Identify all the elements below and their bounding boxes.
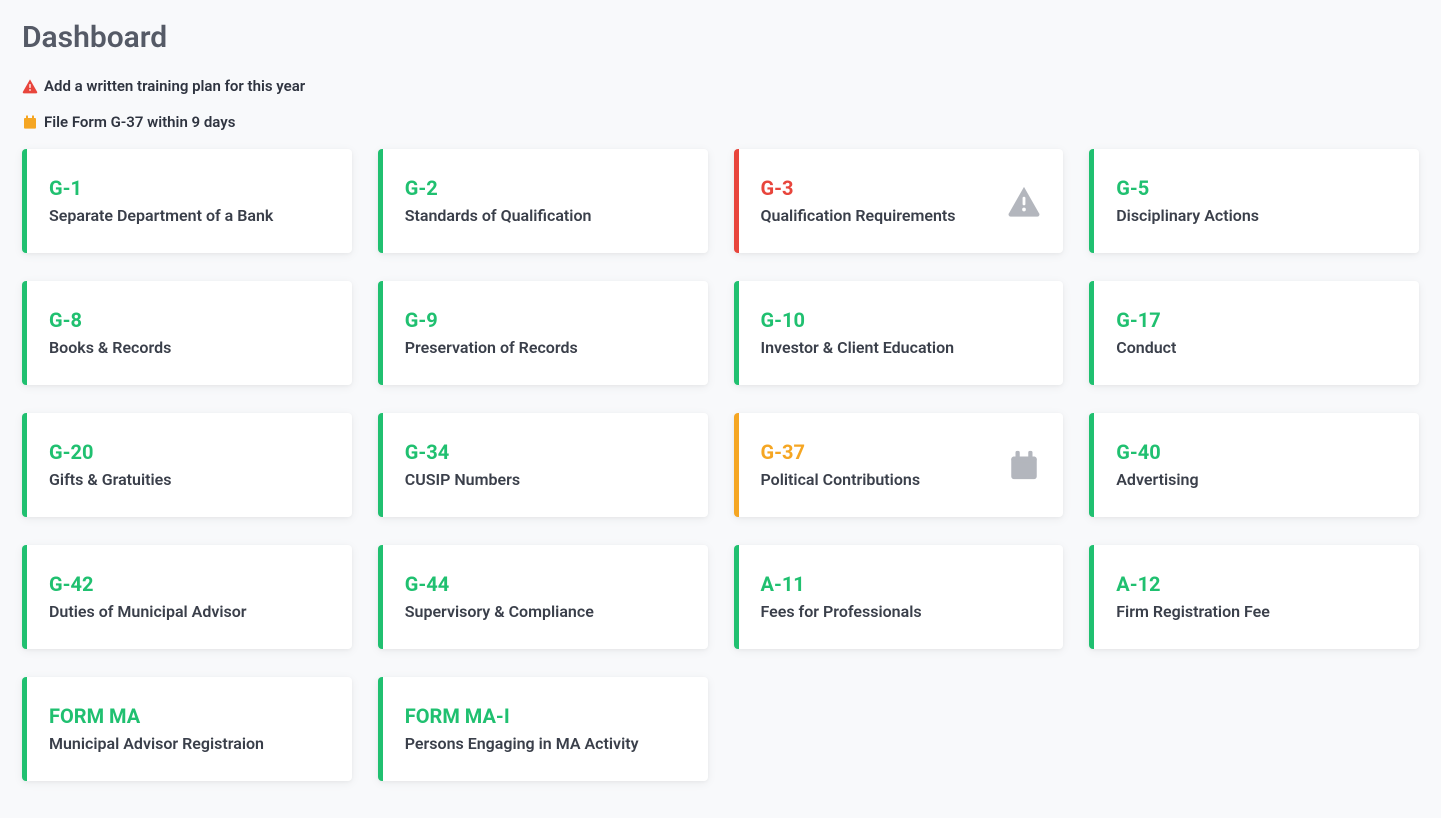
page-title: Dashboard: [22, 20, 1419, 55]
card-title: Supervisory & Compliance: [405, 602, 594, 623]
card-text: G-42 Duties of Municipal Advisor: [49, 572, 247, 623]
rule-card[interactable]: G-1 Separate Department of a Bank: [22, 149, 352, 253]
card-code: G-42: [49, 572, 247, 596]
card-text: G-40 Advertising: [1116, 440, 1198, 491]
card-code: G-37: [761, 440, 921, 464]
card-code: A-12: [1116, 572, 1270, 596]
card-grid: G-1 Separate Department of a Bank G-2 Stand…: [22, 149, 1419, 781]
rule-card[interactable]: G-5 Disciplinary Actions: [1089, 149, 1419, 253]
card-title: CUSIP Numbers: [405, 470, 520, 491]
card-text: G-3 Qualification Requirements: [761, 176, 956, 227]
rule-card[interactable]: G-20 Gifts & Gratuities: [22, 413, 352, 517]
card-text: A-12 Firm Registration Fee: [1116, 572, 1270, 623]
rule-card[interactable]: G-8 Books & Records: [22, 281, 352, 385]
rule-card[interactable]: FORM MA Municipal Advisor Registraion: [22, 677, 352, 781]
rule-card[interactable]: G-3 Qualification Requirements: [734, 149, 1064, 253]
card-text: G-37 Political Contributions: [761, 440, 921, 491]
card-text: G-17 Conduct: [1116, 308, 1176, 359]
dashboard-page: Dashboard Add a written training plan fo…: [0, 0, 1441, 801]
card-text: G-2 Standards of Qualification: [405, 176, 592, 227]
card-text: FORM MA Municipal Advisor Registraion: [49, 704, 264, 755]
card-text: G-10 Investor & Client Education: [761, 308, 955, 359]
card-title: Disciplinary Actions: [1116, 206, 1259, 227]
card-title: Gifts & Gratuities: [49, 470, 172, 491]
alert-text: File Form G-37 within 9 days: [44, 113, 235, 131]
card-code: FORM MA: [49, 704, 264, 728]
card-code: FORM MA-I: [405, 704, 639, 728]
alert-item[interactable]: Add a written training plan for this yea…: [22, 77, 1419, 95]
card-title: Duties of Municipal Advisor: [49, 602, 247, 623]
card-code: G-17: [1116, 308, 1176, 332]
card-code: G-8: [49, 308, 171, 332]
card-text: FORM MA-I Persons Engaging in MA Activity: [405, 704, 639, 755]
card-code: G-3: [761, 176, 956, 200]
rule-card[interactable]: G-17 Conduct: [1089, 281, 1419, 385]
rule-card[interactable]: G-9 Preservation of Records: [378, 281, 708, 385]
card-text: G-1 Separate Department of a Bank: [49, 176, 273, 227]
card-title: Books & Records: [49, 338, 171, 359]
card-code: G-10: [761, 308, 955, 332]
card-title: Preservation of Records: [405, 338, 578, 359]
card-text: G-20 Gifts & Gratuities: [49, 440, 172, 491]
card-text: A-11 Fees for Professionals: [761, 572, 922, 623]
card-title: Persons Engaging in MA Activity: [405, 734, 639, 755]
card-code: G-2: [405, 176, 592, 200]
card-code: G-44: [405, 572, 594, 596]
card-text: G-44 Supervisory & Compliance: [405, 572, 594, 623]
card-title: Separate Department of a Bank: [49, 206, 273, 227]
calendar-icon: [1007, 448, 1041, 482]
calendar-icon: [22, 114, 38, 130]
warning-triangle-icon: [22, 78, 38, 94]
card-title: Firm Registration Fee: [1116, 602, 1270, 623]
card-code: G-34: [405, 440, 520, 464]
card-title: Advertising: [1116, 470, 1198, 491]
rule-card[interactable]: FORM MA-I Persons Engaging in MA Activity: [378, 677, 708, 781]
rule-card[interactable]: A-11 Fees for Professionals: [734, 545, 1064, 649]
card-title: Conduct: [1116, 338, 1176, 359]
card-title: Investor & Client Education: [761, 338, 955, 359]
alerts-list: Add a written training plan for this yea…: [22, 77, 1419, 131]
rule-card[interactable]: A-12 Firm Registration Fee: [1089, 545, 1419, 649]
rule-card[interactable]: G-37 Political Contributions: [734, 413, 1064, 517]
alert-text: Add a written training plan for this yea…: [44, 77, 305, 95]
card-title: Fees for Professionals: [761, 602, 922, 623]
card-text: G-8 Books & Records: [49, 308, 171, 359]
card-text: G-34 CUSIP Numbers: [405, 440, 520, 491]
card-code: A-11: [761, 572, 922, 596]
card-code: G-1: [49, 176, 273, 200]
rule-card[interactable]: G-10 Investor & Client Education: [734, 281, 1064, 385]
rule-card[interactable]: G-44 Supervisory & Compliance: [378, 545, 708, 649]
rule-card[interactable]: G-34 CUSIP Numbers: [378, 413, 708, 517]
card-title: Municipal Advisor Registraion: [49, 734, 264, 755]
rule-card[interactable]: G-42 Duties of Municipal Advisor: [22, 545, 352, 649]
card-code: G-5: [1116, 176, 1259, 200]
card-text: G-9 Preservation of Records: [405, 308, 578, 359]
card-title: Qualification Requirements: [761, 206, 956, 227]
warning-triangle-icon: [1007, 184, 1041, 218]
card-code: G-20: [49, 440, 172, 464]
card-code: G-9: [405, 308, 578, 332]
card-text: G-5 Disciplinary Actions: [1116, 176, 1259, 227]
rule-card[interactable]: G-2 Standards of Qualification: [378, 149, 708, 253]
card-title: Political Contributions: [761, 470, 921, 491]
alert-item[interactable]: File Form G-37 within 9 days: [22, 113, 1419, 131]
card-title: Standards of Qualification: [405, 206, 592, 227]
rule-card[interactable]: G-40 Advertising: [1089, 413, 1419, 517]
card-code: G-40: [1116, 440, 1198, 464]
